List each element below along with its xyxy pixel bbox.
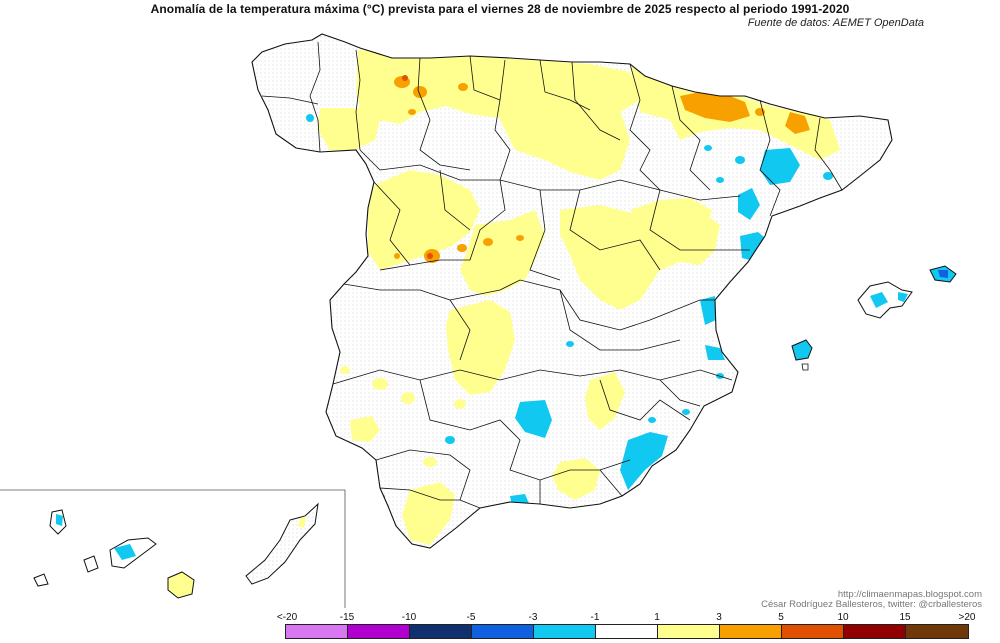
legend-color-bar <box>285 624 969 639</box>
legend-swatch <box>348 625 410 638</box>
legend-swatch <box>410 625 472 638</box>
canary-islands-inset <box>0 489 346 608</box>
legend-label: -5 <box>466 612 476 623</box>
legend-label: 5 <box>778 612 784 623</box>
legend-swatch <box>472 625 534 638</box>
slight-warm-areas <box>318 50 840 545</box>
legend-label: <-20 <box>276 612 298 623</box>
legend-label: -15 <box>339 612 355 623</box>
credits-author: César Rodríguez Ballesteros, twitter: @c… <box>761 599 982 610</box>
strong-warm-spots <box>402 75 433 259</box>
legend-label: 3 <box>716 612 722 623</box>
credits-url[interactable]: http://climaenmapas.blogspot.com <box>837 589 982 600</box>
legend-label: 15 <box>899 612 911 623</box>
legend-swatch <box>906 625 968 638</box>
province-boundaries <box>261 41 843 509</box>
balearic-islands <box>791 265 957 371</box>
legend-label: -3 <box>528 612 538 623</box>
mainland-spain <box>251 33 893 549</box>
legend-label: >20 <box>958 612 976 623</box>
credits: http://climaenmapas.blogspot.com César R… <box>761 590 982 610</box>
legend-swatch <box>534 625 596 638</box>
legend-swatch <box>782 625 844 638</box>
slight-cold-areas <box>306 114 833 506</box>
legend-label: 1 <box>654 612 660 623</box>
map-title: Anomalía de la temperatura máxima (°C) p… <box>150 2 850 16</box>
legend-swatch <box>720 625 782 638</box>
warm-areas <box>394 76 810 263</box>
legend-swatch <box>844 625 906 638</box>
legend-labels: <-20 -15 -10 -5 -3 -1 1 3 5 10 15 >20 <box>0 612 1000 624</box>
legend-label: 10 <box>837 612 849 623</box>
legend-swatch <box>286 625 348 638</box>
legend-swatch <box>596 625 658 638</box>
data-source: Fuente de datos: AEMET OpenData <box>747 17 924 29</box>
legend-label: -10 <box>401 612 417 623</box>
legend-label: -1 <box>590 612 600 623</box>
legend-swatch <box>658 625 720 638</box>
